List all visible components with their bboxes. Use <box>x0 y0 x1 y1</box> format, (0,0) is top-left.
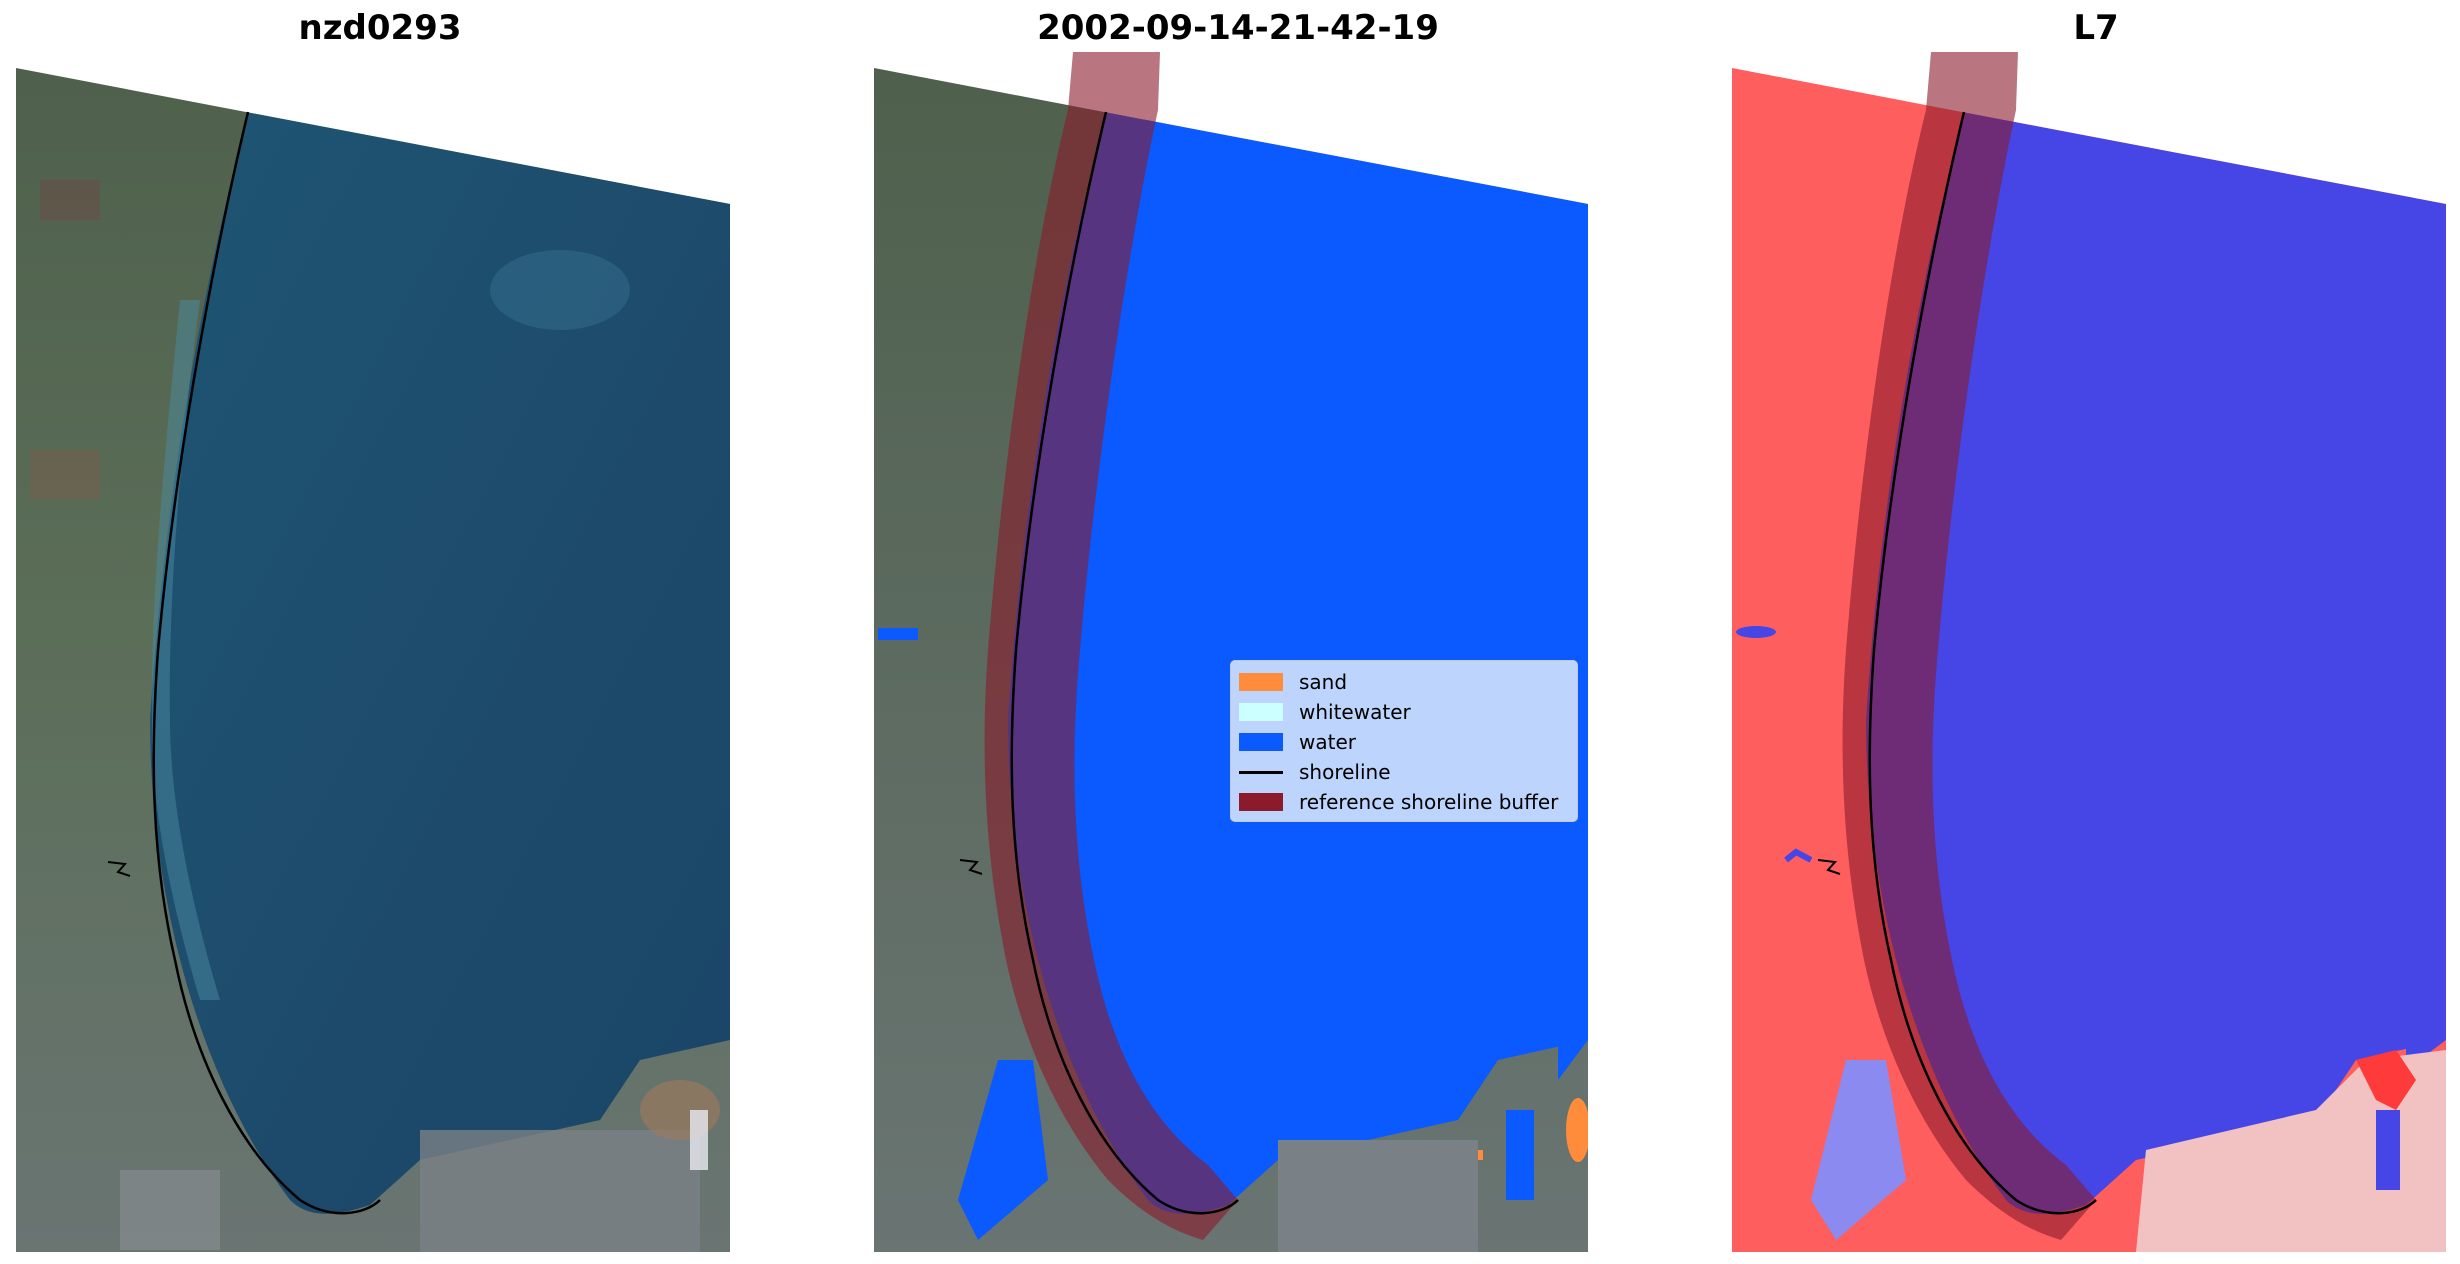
legend-label: shoreline <box>1299 760 1391 784</box>
shoreline-line <box>1010 111 1239 1215</box>
rgb-image <box>16 68 730 1252</box>
legend-item-sand: sand <box>1239 669 1347 695</box>
panel-title: L7 <box>2073 8 2119 48</box>
legend-item-buffer: reference shoreline buffer <box>1239 789 1558 815</box>
legend-item-water: water <box>1239 729 1356 755</box>
panel-index: L7 <box>1716 0 2460 1264</box>
legend-label: sand <box>1299 670 1348 694</box>
panel-title: 2002-09-14-21-42-19 <box>1037 8 1439 48</box>
panel-classification: 2002-09-14-21-42-19 <box>858 0 1618 1264</box>
reference-buffer <box>984 52 1238 1240</box>
legend-item-whitewater: whitewater <box>1239 699 1411 725</box>
legend-item-shoreline: shoreline <box>1239 759 1391 785</box>
whitewater-swatch <box>1239 703 1283 721</box>
water-swatch <box>1239 733 1283 751</box>
panel-rgb: nzd0293 <box>0 0 760 1264</box>
sand-swatch <box>1239 673 1283 691</box>
shoreline-swatch <box>1239 770 1283 774</box>
reference-buffer <box>1842 52 2096 1240</box>
panel-title: nzd0293 <box>298 8 462 48</box>
shoreline-line <box>1868 111 2097 1215</box>
classification-image <box>874 52 1588 1252</box>
legend-label: water <box>1299 730 1356 754</box>
legend-label: whitewater <box>1299 700 1411 724</box>
index-image <box>1732 52 2446 1252</box>
shoreline-line <box>152 111 381 1215</box>
legend-label: reference shoreline buffer <box>1299 790 1559 814</box>
buffer-swatch <box>1239 793 1283 811</box>
legend: sand whitewater water shoreline referenc… <box>1230 660 1578 822</box>
